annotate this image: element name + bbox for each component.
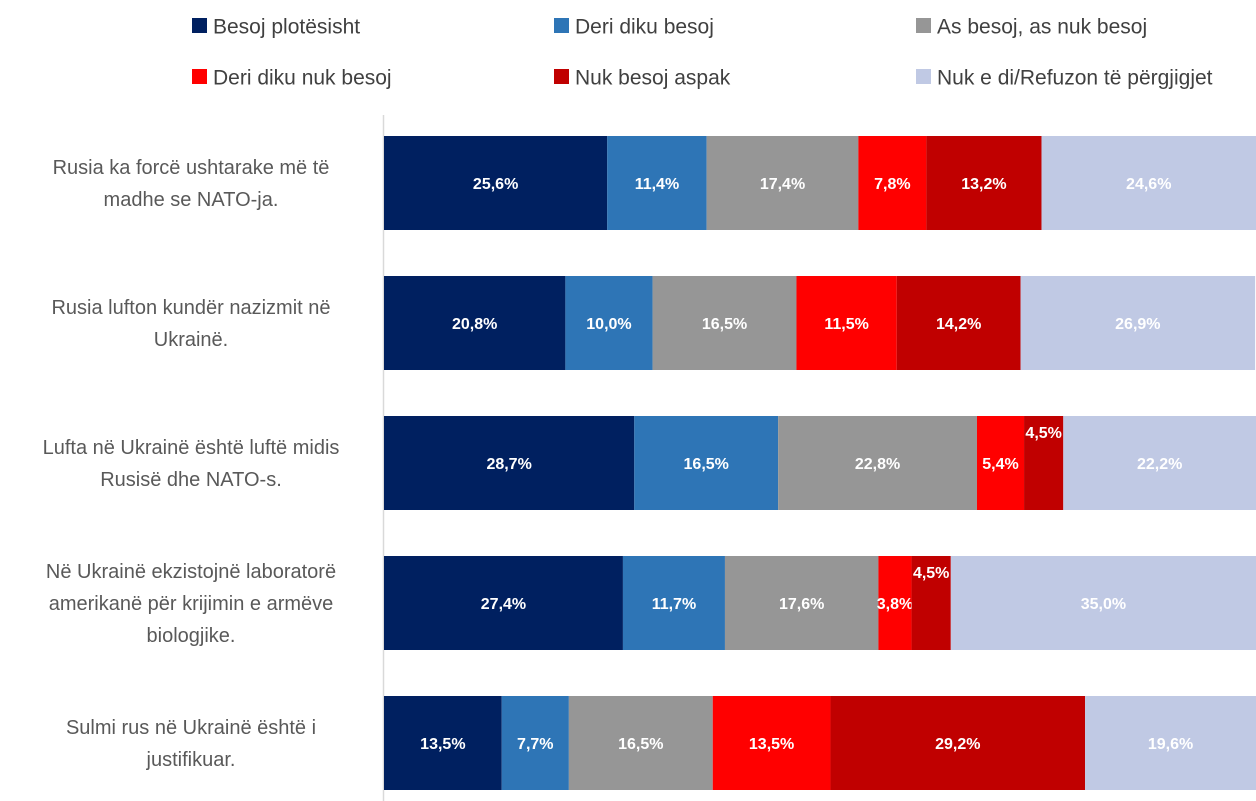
bar-value-label: 22,2% [1137, 456, 1182, 473]
bar-segment [384, 136, 608, 230]
bar-segment [858, 136, 927, 230]
bar-value-label: 20,8% [452, 316, 497, 333]
legend-item: Deri diku besoj [554, 16, 714, 39]
bar-value-label: 4,5% [1025, 425, 1061, 442]
bar-segment [1020, 276, 1256, 370]
bar-segment [796, 276, 897, 370]
category-label-line: Sulmi rus në Ukrainë është i [66, 717, 316, 739]
bar-segment [830, 696, 1086, 790]
bar-value-label: 27,4% [481, 596, 526, 613]
bar-segment [778, 416, 977, 510]
category-label-line: Lufta në Ukrainë është luftë midis [43, 437, 340, 459]
legend-item: Nuk besoj aspak [554, 67, 731, 90]
legend-item: Nuk e di/Refuzon të përgjigjet [916, 67, 1213, 90]
category-label: Lufta në Ukrainë është luftë midis Rusisë… [43, 437, 340, 491]
bar-value-label: 16,5% [618, 736, 663, 753]
bar-value-label: 10,0% [586, 316, 631, 333]
bar-value-label: 5,4% [982, 456, 1018, 473]
legend-swatch [554, 18, 569, 33]
bar-value-label: 11,5% [824, 316, 868, 333]
bar-segment [384, 276, 566, 370]
category-label: Rusia lufton kundër nazizmit në Ukrainë. [51, 297, 330, 351]
bar-value-label: 13,5% [749, 736, 794, 753]
bar-value-label: 35,0% [1081, 596, 1126, 613]
category-label-line: Ukrainë. [154, 329, 228, 351]
category-label-line: Rusisë dhe NATO-s. [100, 469, 282, 491]
bar-value-label: 4,5% [913, 565, 949, 582]
category-label-line: Në Ukrainë ekzistojnë laboratorë [46, 561, 336, 583]
bar-segment [724, 556, 879, 650]
bar-segment [622, 556, 725, 650]
bar-segment [976, 416, 1025, 510]
bar-segment [706, 136, 859, 230]
bar-segment [896, 276, 1021, 370]
bar-value-label: 16,5% [684, 456, 729, 473]
bar-value-label: 14,2% [936, 316, 981, 333]
bars: 25,6% 11,4% 17,4% 7,8% 13,2% 24,6% 20,8% 10,0% 1… [384, 136, 1256, 790]
bar-value-label: 28,7% [486, 456, 531, 473]
bar-value-label: 3,8% [877, 596, 913, 613]
bar-value-label: 22,8% [855, 456, 900, 473]
bar-segment [652, 276, 797, 370]
bar-segment [384, 416, 635, 510]
legend: Besoj plotësisht Deri diku besoj As besoj,… [192, 16, 1213, 90]
category-label-line: madhe se NATO-ja. [104, 189, 279, 211]
bar-value-label: 11,4% [635, 176, 679, 193]
legend-label: Nuk besoj aspak [575, 67, 731, 90]
bar-segment [607, 136, 707, 230]
bar-segment [634, 416, 779, 510]
legend-swatch [916, 69, 931, 84]
bar-value-label: 25,6% [473, 176, 518, 193]
bar-segment [1085, 696, 1256, 790]
legend-item: Deri diku nuk besoj [192, 67, 392, 90]
bar-segment [1063, 416, 1256, 510]
category-label: Rusia ka forcë ushtarake më të madhe se N… [53, 157, 330, 211]
bar-value-label: 11,7% [652, 596, 696, 613]
bar-segment [911, 556, 951, 650]
category-label-line: Rusia lufton kundër nazizmit në [51, 297, 330, 319]
legend-label: Deri diku nuk besoj [213, 67, 392, 90]
bar-value-label: 24,6% [1126, 176, 1171, 193]
category-label: Në Ukrainë ekzistojnë laboratorë amerikan… [46, 561, 336, 647]
bar-value-label: 19,6% [1148, 736, 1193, 753]
legend-swatch [554, 69, 569, 84]
bar-segment [568, 696, 713, 790]
bar-value-label: 16,5% [702, 316, 747, 333]
legend-label: Nuk e di/Refuzon të përgjigjet [937, 67, 1213, 90]
category-label-line: Rusia ka forcë ushtarake më të [53, 157, 330, 179]
bar-value-label: 26,9% [1115, 316, 1160, 333]
bar-value-label: 7,7% [517, 736, 553, 753]
category-label-line: amerikanë për krijimin e armëve [49, 593, 334, 615]
bar-segment [712, 696, 831, 790]
bar-segment [926, 136, 1042, 230]
legend-label: Besoj plotësisht [213, 16, 360, 39]
legend-item: Besoj plotësisht [192, 16, 360, 39]
bar-value-label: 17,4% [760, 176, 805, 193]
legend-swatch [192, 18, 207, 33]
bar-segment [565, 276, 653, 370]
bar-segment [1024, 416, 1064, 510]
legend-swatch [192, 69, 207, 84]
bar-value-label: 13,5% [420, 736, 465, 753]
category-label-line: justifikuar. [146, 749, 236, 771]
category-label-line: biologjike. [147, 625, 236, 647]
legend-label: Deri diku besoj [575, 16, 714, 39]
legend-swatch [916, 18, 931, 33]
bar-segment [1041, 136, 1256, 230]
legend-item: As besoj, as nuk besoj [916, 16, 1147, 39]
bar-value-label: 13,2% [961, 176, 1006, 193]
bar-segment [384, 696, 502, 790]
bar-segment [878, 556, 912, 650]
bar-value-label: 17,6% [779, 596, 824, 613]
legend-label: As besoj, as nuk besoj [937, 16, 1147, 39]
bar-value-label: 7,8% [874, 176, 910, 193]
category-labels: Rusia ka forcë ushtarake më të madhe se N… [43, 157, 340, 771]
category-label: Sulmi rus në Ukrainë është i justifikuar. [66, 717, 316, 771]
bar-segment [501, 696, 569, 790]
bar-segment [950, 556, 1256, 650]
bar-value-label: 29,2% [935, 736, 980, 753]
bar-segment [384, 556, 623, 650]
